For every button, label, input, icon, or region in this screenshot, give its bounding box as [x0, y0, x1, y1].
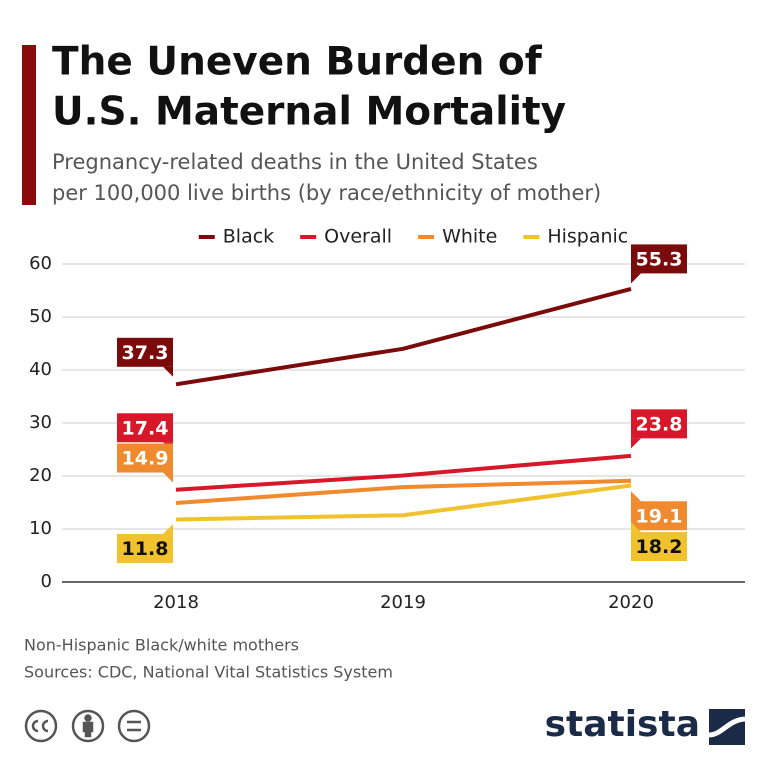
x-tick-label: 2020	[608, 592, 654, 613]
brand-logo: statista	[545, 704, 700, 745]
license-icons	[24, 709, 151, 743]
data-label-pointer	[163, 472, 173, 483]
data-label: 37.3	[122, 342, 169, 364]
data-label: 17.4	[122, 417, 169, 439]
series-line	[175, 478, 632, 506]
note: Sources: CDC, National Vital Statistics …	[24, 663, 393, 682]
legend-label: Overall	[324, 226, 392, 248]
data-label-box	[117, 337, 173, 367]
brand-icon	[708, 709, 746, 745]
chart-title: The Uneven Burden of	[52, 40, 543, 85]
data-label-box	[117, 533, 173, 563]
data-label-pointer	[631, 491, 641, 502]
data-label: 11.8	[122, 538, 169, 560]
data-label-box	[117, 443, 173, 473]
y-tick-label: 20	[29, 465, 52, 486]
data-label-pointer	[163, 523, 173, 534]
series-line	[175, 286, 632, 387]
chart-subtitle: Pregnancy-related deaths in the United S…	[52, 150, 538, 174]
chart-title: U.S. Maternal Mortality	[52, 90, 566, 135]
y-tick-label: 0	[41, 571, 52, 592]
legend-label: White	[442, 226, 497, 248]
legend-label: Hispanic	[547, 226, 628, 248]
data-label-pointer	[631, 438, 641, 449]
data-label: 19.1	[636, 505, 683, 527]
chart-subtitle: per 100,000 live births (by race/ethnici…	[52, 181, 601, 205]
series-line	[175, 483, 632, 522]
legend-item: White	[418, 226, 497, 248]
data-label: 18.2	[636, 536, 683, 558]
accent-bar	[22, 45, 36, 205]
legend-item: Overall	[300, 226, 392, 248]
note: Non-Hispanic Black/white mothers	[24, 636, 299, 655]
data-label-box	[631, 244, 687, 274]
data-label-box	[631, 501, 687, 531]
data-label: 14.9	[122, 448, 169, 470]
series-line	[175, 453, 632, 492]
y-tick-label: 50	[29, 306, 52, 327]
y-tick-label: 60	[29, 253, 52, 274]
legend-item: Hispanic	[523, 226, 628, 248]
legend-label: Black	[223, 226, 274, 248]
data-label: 55.3	[636, 248, 683, 270]
data-label-pointer	[163, 366, 173, 377]
y-tick-label: 40	[29, 359, 52, 380]
data-label-box	[631, 532, 687, 562]
y-tick-label: 30	[29, 412, 52, 433]
data-label-pointer	[631, 273, 641, 284]
data-label-pointer	[631, 522, 641, 533]
legend-item: Black	[198, 226, 274, 248]
data-label-box	[117, 413, 173, 443]
data-label-box	[631, 409, 687, 439]
x-tick-label: 2018	[153, 592, 199, 613]
y-tick-label: 10	[29, 518, 52, 539]
x-tick-label: 2019	[380, 592, 426, 613]
data-label: 23.8	[636, 413, 683, 435]
